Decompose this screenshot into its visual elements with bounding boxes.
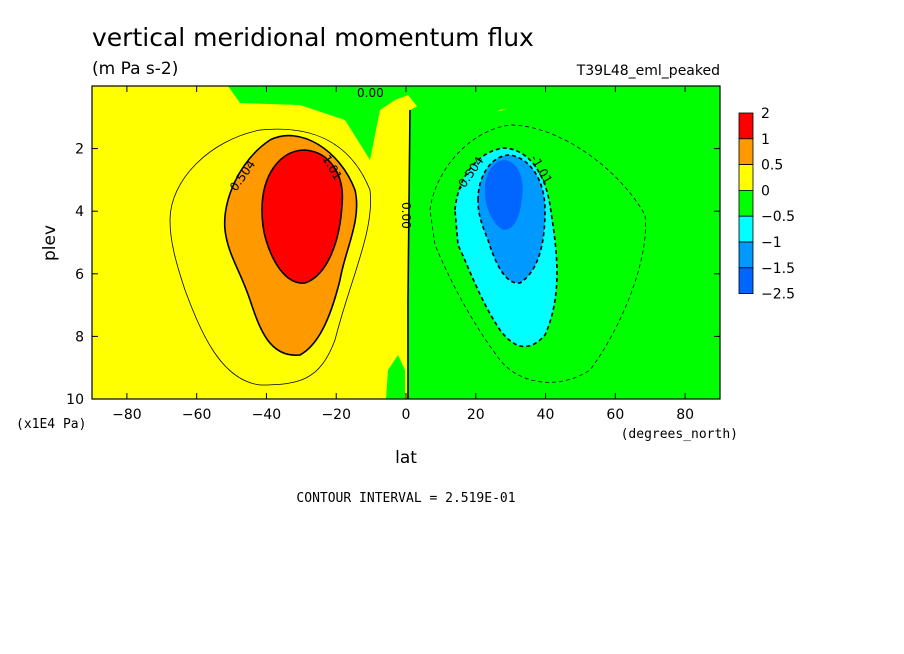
x-tick-label: 20 [467,407,485,423]
fill-region-green-bottom [386,355,405,399]
y-axis: 2 4 6 8 10 [66,142,720,408]
colorbar-label: 2 [761,106,770,122]
x-tick-label: −20 [321,407,351,423]
colorbar-label: −2.5 [761,287,795,303]
contour-positive-0.504 [223,134,358,356]
contour-fills [92,86,720,399]
colorbar-label: 1 [761,132,770,148]
x-axis: −80 −60 −40 −20 0 20 40 60 80 [112,86,694,423]
y-axis-label: plev [40,225,60,261]
x-tick-label: 80 [676,407,694,423]
contour-label-zero-vert: 0.00 [399,202,413,229]
y-tick-label: 10 [66,392,84,408]
contour-zero [407,109,411,399]
x-tick-label: 60 [606,407,624,423]
colorbar-swatch [738,215,754,243]
colorbar-swatch [738,112,754,140]
y-tick-label: 4 [75,204,84,220]
fill-region-red [262,150,343,284]
contour-positive-outer [169,128,372,386]
colorbar-label: 0 [761,183,770,199]
x-tick-label: −60 [182,407,212,423]
colorbar-swatch [738,267,754,294]
x-axis-label: lat [395,448,417,468]
colorbar-swatch [738,138,754,166]
fill-region-deepblue [485,160,523,230]
x-tick-label: −40 [252,407,282,423]
colorbar-swatch [738,164,754,191]
colorbar-label: 0.5 [761,158,783,174]
x-tick-label: 40 [537,407,555,423]
y-axis-units: (x1E4 Pa) [16,417,86,432]
colorbar-label: −1.5 [761,261,795,277]
y-tick-label: 6 [75,267,84,283]
chart-title: vertical meridional momentum flux [92,23,534,52]
contour-label-zero-top: 0.00 [357,86,384,100]
x-axis-units: (degrees_north) [621,427,738,442]
colorbar-label: −1 [761,235,782,251]
contour-interval: CONTOUR INTERVAL = 2.519E-01 [296,491,515,506]
x-tick-label: 0 [402,407,411,423]
dataset-label: T39L48_eml_peaked [576,63,720,79]
x-tick-label: −80 [112,407,142,423]
colorbar-swatch [738,189,754,217]
y-tick-label: 2 [75,142,84,158]
contour-negative-0.504 [454,147,558,348]
colorbar-label: −0.5 [761,209,795,225]
colorbar: 2 1 0.5 0 −0.5 −1 −1.5 −2.5 [738,106,795,303]
fill-region-green-top [228,86,720,165]
contour-lines [169,109,646,399]
y-tick-label: 8 [75,329,84,345]
colorbar-swatch [738,241,754,269]
chart-units: (m Pa s-2) [92,59,178,79]
contour-positive-1.01 [261,149,344,284]
contour-negative-1.01 [477,154,546,284]
